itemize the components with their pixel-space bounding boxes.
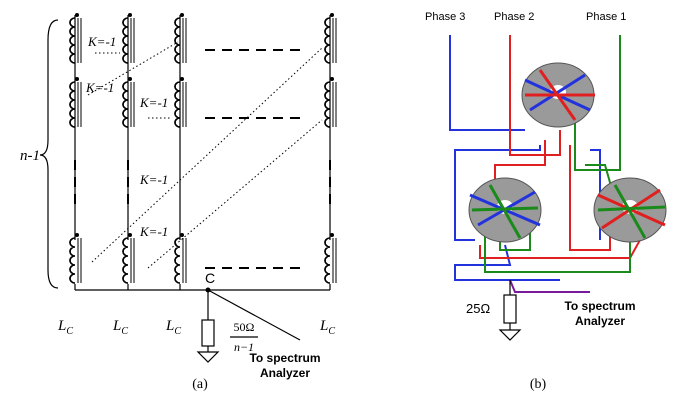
inductor-label: LC (57, 318, 73, 337)
inductor-label: LC (319, 318, 335, 337)
rails (75, 15, 330, 362)
resistor-numerator: 50Ω (234, 320, 255, 334)
output-label: Analyzer (260, 366, 310, 380)
phase-label: Phase 1 (586, 11, 626, 23)
output-label: To spectrum (564, 299, 635, 313)
inductor (328, 238, 332, 284)
inductor-label: LC (112, 318, 128, 337)
caption: (b) (530, 377, 547, 392)
brace-label: n-1 (20, 148, 40, 164)
inductor (178, 238, 182, 284)
brace (40, 20, 58, 288)
inductor-array (70, 13, 336, 284)
coupling-label: K=-1 (85, 80, 114, 95)
inductor (180, 77, 184, 81)
caption: (a) (192, 377, 208, 392)
resistor-b (500, 280, 520, 340)
resistor-label: 25Ω (466, 301, 490, 316)
coupling-label: K=-1 (139, 224, 168, 239)
coupling-label: K=-1 (87, 34, 116, 49)
coupling-label: K=-1 (139, 95, 168, 110)
inductor (180, 233, 184, 237)
output-label: To spectrum (249, 351, 320, 365)
dashes (75, 42, 330, 268)
inductor (126, 238, 130, 284)
inductor (73, 238, 77, 284)
output-label: Analyzer (575, 314, 625, 328)
coupling-label: K=-1 (139, 172, 168, 187)
toroids (469, 63, 666, 242)
phase-label: Phase 2 (494, 11, 534, 23)
figure: n-1 K=-1 K=-1 K=-1 K=-1 K=-1 LC LC LC LC… (0, 0, 681, 411)
phase-label: Phase 3 (425, 11, 465, 23)
node (206, 288, 211, 293)
inductor-label: LC (165, 318, 181, 337)
inductor (180, 13, 184, 17)
node-label: C (205, 270, 215, 286)
